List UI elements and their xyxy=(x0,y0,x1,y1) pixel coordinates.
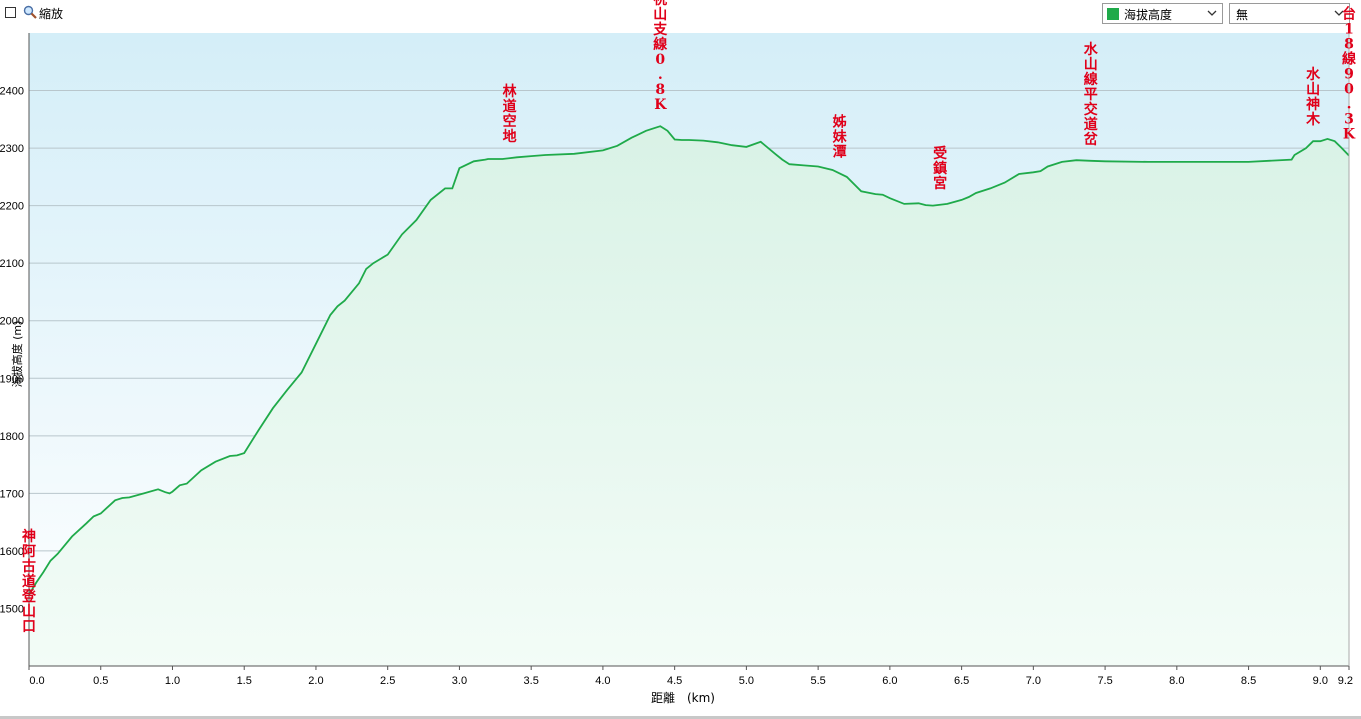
x-tick-label: 8.5 xyxy=(1241,675,1256,687)
y-tick-label: 2100 xyxy=(0,258,24,270)
series-select[interactable]: 海拔高度 xyxy=(1102,3,1223,24)
y-ticks: 1500 1600 1700 1800 1900 2000 2100 2200 2300 2400 xyxy=(0,86,24,616)
annotation-label: 祝山支線 0. 8 K xyxy=(652,0,668,113)
x-tick-label: 0.0 xyxy=(29,675,44,687)
x-tick-label: 0.5 xyxy=(93,675,108,687)
chevron-down-icon xyxy=(1207,10,1217,16)
x-tick-label: 7.5 xyxy=(1097,675,1112,687)
annotations: 神阿古道登山口 林道空地 祝山支線 0. 8 K 姊妹潭受鎮宮 水山線平交道岔 水山神木 台 1 8 線… xyxy=(21,0,1356,635)
y-tick-label: 2400 xyxy=(0,86,24,98)
magnifier-icon xyxy=(23,5,37,19)
x-axis-label: 距離 (km) xyxy=(651,691,715,705)
zoom-label: 縮放 xyxy=(39,7,64,21)
secondary-select[interactable]: 無 xyxy=(1229,3,1350,24)
x-tick-label: 1.0 xyxy=(165,675,180,687)
elevation-line xyxy=(28,125,1350,596)
x-tick-label: 3.5 xyxy=(524,675,539,687)
toolbar: 縮放 海拔高度 無 xyxy=(0,0,1361,28)
x-tick-label: 6.0 xyxy=(882,675,897,687)
series-select-value: 海拔高度 xyxy=(1124,8,1173,22)
y-tick-label: 1700 xyxy=(0,488,24,500)
y-tick-label: 1900 xyxy=(0,373,24,385)
x-tick-label: 6.5 xyxy=(954,675,969,687)
annotation-label: 林道空地 xyxy=(503,83,517,145)
elevation-area xyxy=(29,126,1349,666)
y-tick-label: 2300 xyxy=(0,143,24,155)
y-tick-label: 2000 xyxy=(0,316,24,328)
annotation-label: 神阿古道登山口 xyxy=(21,528,37,635)
y-tick-label: 1500 xyxy=(0,603,24,615)
x-ticks: 0.0 0.5 1.0 1.5 2.0 2.5 3.0 3.5 4.0 4.5 5.0 5.5 6.0 6… xyxy=(28,666,1353,687)
y-axis-label: 海拔高度 (m) xyxy=(10,321,24,388)
x-tick-label: 1.5 xyxy=(237,675,252,687)
annotation-label: 水山線平交道岔 xyxy=(1084,41,1099,148)
x-tick-label: 3.0 xyxy=(452,675,467,687)
secondary-select-value: 無 xyxy=(1236,8,1249,22)
x-tick-label: 9.0 xyxy=(1313,675,1328,687)
x-tick-label: 8.0 xyxy=(1169,675,1184,687)
annotation-label: 姊妹潭 xyxy=(832,113,848,160)
x-tick-label: 5.0 xyxy=(739,675,754,687)
y-tick-label: 1600 xyxy=(0,546,24,558)
x-tick-label: 9.2 xyxy=(1338,675,1353,687)
x-tick-label: 7.0 xyxy=(1026,675,1041,687)
annotation-label: 受鎮宮 xyxy=(933,145,947,192)
x-tick-label: 4.0 xyxy=(595,675,610,687)
y-tick-label: 2200 xyxy=(0,201,24,213)
annotation-label: 水山神木 xyxy=(1305,66,1321,128)
x-tick-label: 2.5 xyxy=(380,675,395,687)
y-tick-label: 1800 xyxy=(0,431,24,443)
bottom-border xyxy=(0,716,1361,719)
x-tick-label: 5.5 xyxy=(810,675,825,687)
chevron-down-icon xyxy=(1334,10,1344,16)
series-color-swatch xyxy=(1107,8,1119,20)
zoom-checkbox[interactable] xyxy=(5,7,16,18)
x-tick-label: 2.0 xyxy=(308,675,323,687)
x-tick-label: 4.5 xyxy=(667,675,682,687)
